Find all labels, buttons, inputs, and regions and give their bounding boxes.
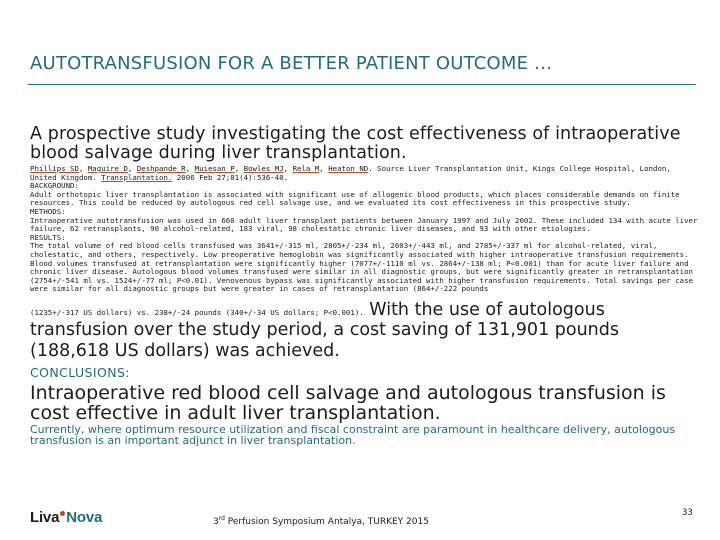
results-text-end: (1235+/-317 US dollars) vs. 238+/-24 pou… xyxy=(30,307,364,317)
background-label: BACKGROUND: xyxy=(30,181,79,191)
author-link[interactable]: Deshpande R xyxy=(136,164,186,173)
author-link[interactable]: Bowles MJ xyxy=(243,164,284,173)
study-title: A prospective study investigating the co… xyxy=(30,124,681,163)
author-link[interactable]: Muiesan P xyxy=(194,164,235,173)
conclusions-label: CONCLUSIONS: xyxy=(30,365,130,381)
livanova-logo: Liva Nova xyxy=(30,508,102,526)
event-caption: 3rd Perfusion Symposium Antalya, TURKEY … xyxy=(213,515,429,527)
event-ordinal: rd xyxy=(218,515,225,522)
author-link[interactable]: Heaton ND xyxy=(328,164,369,173)
results-conclusion-paragraph: (1235+/-317 US dollars) vs. 238+/-24 pou… xyxy=(30,300,700,362)
methods-label: METHODS: xyxy=(30,206,66,216)
logo-text-nova: Nova xyxy=(66,508,103,526)
conclusion-note: Currently, where optimum resource utiliz… xyxy=(30,423,676,448)
slide-content: A prospective study investigating the co… xyxy=(30,124,700,448)
author-link[interactable]: Maguire D xyxy=(87,164,128,173)
source-affiliation: . Source Liver Transplantation Unit, Kin… xyxy=(30,164,671,182)
citation-details: 2006 Feb 27;81(4):536-40. xyxy=(172,172,289,182)
author-link[interactable]: Rela M xyxy=(292,164,320,173)
conclusion-statement: Intraoperative red blood cell salvage an… xyxy=(30,382,666,425)
cost-saving-highlight: With the use of autologous transfusion o… xyxy=(30,299,619,361)
logo-text-liva: Liva xyxy=(30,508,60,526)
event-number: 3 xyxy=(213,517,219,527)
slide-title: AUTOTRANSFUSION FOR A BETTER PATIENT OUT… xyxy=(30,53,553,74)
results-text: The total volume of red blood cells tran… xyxy=(30,241,693,294)
logo-dot-icon xyxy=(60,510,66,516)
citation-line: Phillips SD, Maguire D, Deshpande R, Mui… xyxy=(30,164,671,182)
author-link[interactable]: Phillips SD xyxy=(30,164,79,173)
page-number: 33 xyxy=(682,508,693,518)
title-divider xyxy=(28,84,696,85)
results-label: RESULTS: xyxy=(30,232,66,242)
journal-link[interactable]: Transplantation. xyxy=(101,172,173,182)
event-text: Perfusion Symposium Antalya, TURKEY 2015 xyxy=(224,517,429,527)
background-text: Adult orthotopic liver transplantation i… xyxy=(30,189,680,208)
methods-text: Intraoperative autotransfusion was used … xyxy=(30,215,698,234)
